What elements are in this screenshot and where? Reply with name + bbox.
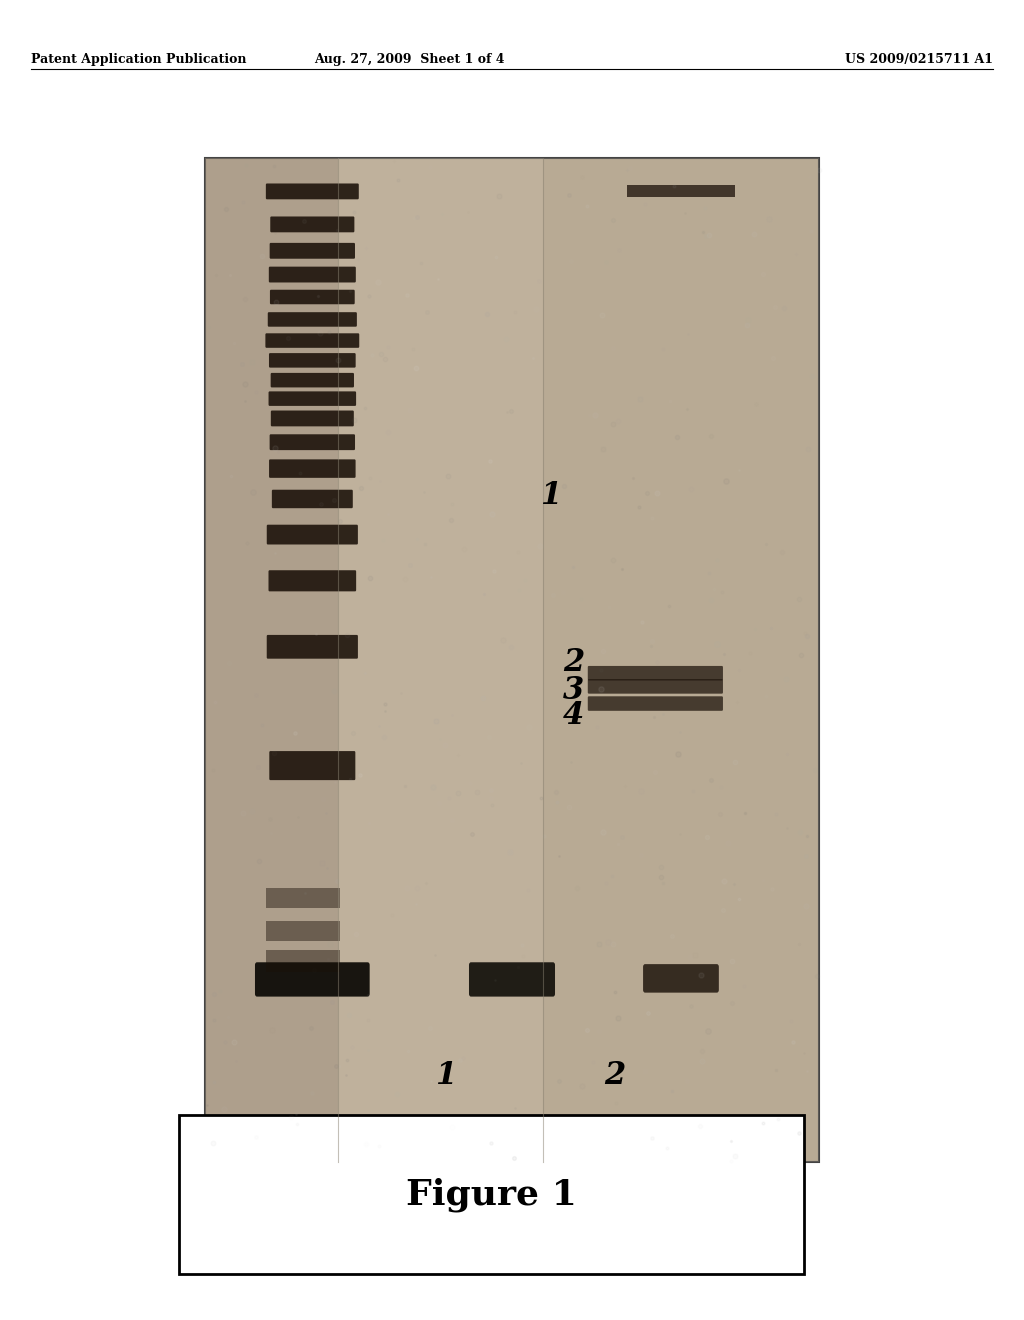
FancyBboxPatch shape [266, 183, 358, 199]
FancyBboxPatch shape [268, 570, 356, 591]
Text: 1: 1 [541, 479, 561, 511]
FancyBboxPatch shape [270, 372, 354, 388]
FancyBboxPatch shape [588, 667, 723, 681]
Bar [266, 921, 340, 940]
Bar [205, 158, 819, 1162]
FancyBboxPatch shape [269, 459, 355, 478]
FancyBboxPatch shape [271, 490, 353, 508]
FancyBboxPatch shape [266, 635, 358, 659]
FancyBboxPatch shape [469, 962, 555, 997]
Text: 2: 2 [563, 647, 584, 678]
Text: 2: 2 [604, 1060, 625, 1092]
FancyBboxPatch shape [269, 352, 355, 367]
FancyBboxPatch shape [588, 678, 723, 694]
Bar [266, 950, 340, 972]
Text: 3: 3 [563, 675, 584, 706]
FancyBboxPatch shape [265, 333, 359, 347]
Text: US 2009/0215711 A1: US 2009/0215711 A1 [845, 53, 993, 66]
FancyBboxPatch shape [269, 267, 355, 282]
Bar [627, 185, 735, 197]
Bar [338, 158, 543, 1162]
FancyBboxPatch shape [268, 391, 356, 407]
FancyBboxPatch shape [255, 962, 370, 997]
Bar [543, 158, 819, 1162]
Text: 4: 4 [563, 700, 584, 731]
FancyBboxPatch shape [588, 697, 723, 710]
Text: Figure 1: Figure 1 [407, 1177, 577, 1212]
Bar [179, 1115, 804, 1274]
FancyBboxPatch shape [269, 434, 355, 450]
Bar [266, 887, 340, 908]
FancyBboxPatch shape [270, 289, 354, 304]
FancyBboxPatch shape [270, 216, 354, 232]
Bar [205, 158, 338, 1162]
FancyBboxPatch shape [269, 751, 355, 780]
FancyBboxPatch shape [267, 524, 357, 544]
FancyBboxPatch shape [270, 411, 354, 426]
Text: 1: 1 [435, 1060, 456, 1092]
FancyBboxPatch shape [643, 964, 719, 993]
Text: Patent Application Publication: Patent Application Publication [31, 53, 246, 66]
Text: Aug. 27, 2009  Sheet 1 of 4: Aug. 27, 2009 Sheet 1 of 4 [314, 53, 505, 66]
FancyBboxPatch shape [267, 312, 357, 326]
FancyBboxPatch shape [269, 243, 355, 259]
